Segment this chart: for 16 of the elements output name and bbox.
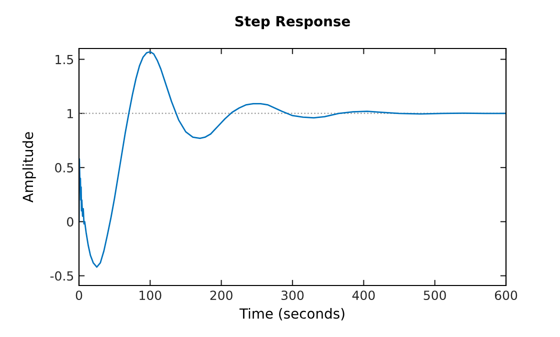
y-tick-label: 1 bbox=[68, 109, 73, 118]
x-tick-label: 0 bbox=[76, 290, 82, 300]
y-tick-label: 0.5 bbox=[55, 163, 74, 172]
x-tick-label: 200 bbox=[210, 290, 232, 300]
x-axis-title: Time (seconds) bbox=[239, 308, 344, 320]
x-tick-label: 100 bbox=[140, 290, 162, 300]
y-tick-label: -0.5 bbox=[50, 271, 74, 281]
line-series bbox=[79, 51, 506, 268]
x-tick-label: 600 bbox=[494, 290, 518, 300]
x-tick-label: 400 bbox=[352, 290, 375, 300]
y-axis-title: Amplitude bbox=[22, 132, 36, 202]
chart-title: Step Response bbox=[235, 16, 350, 30]
x-tick-label: 300 bbox=[282, 290, 304, 300]
x-tick-label: 500 bbox=[424, 290, 446, 300]
y-tick-label: 0 bbox=[67, 217, 74, 227]
y-tick-label: 1.5 bbox=[56, 54, 74, 64]
